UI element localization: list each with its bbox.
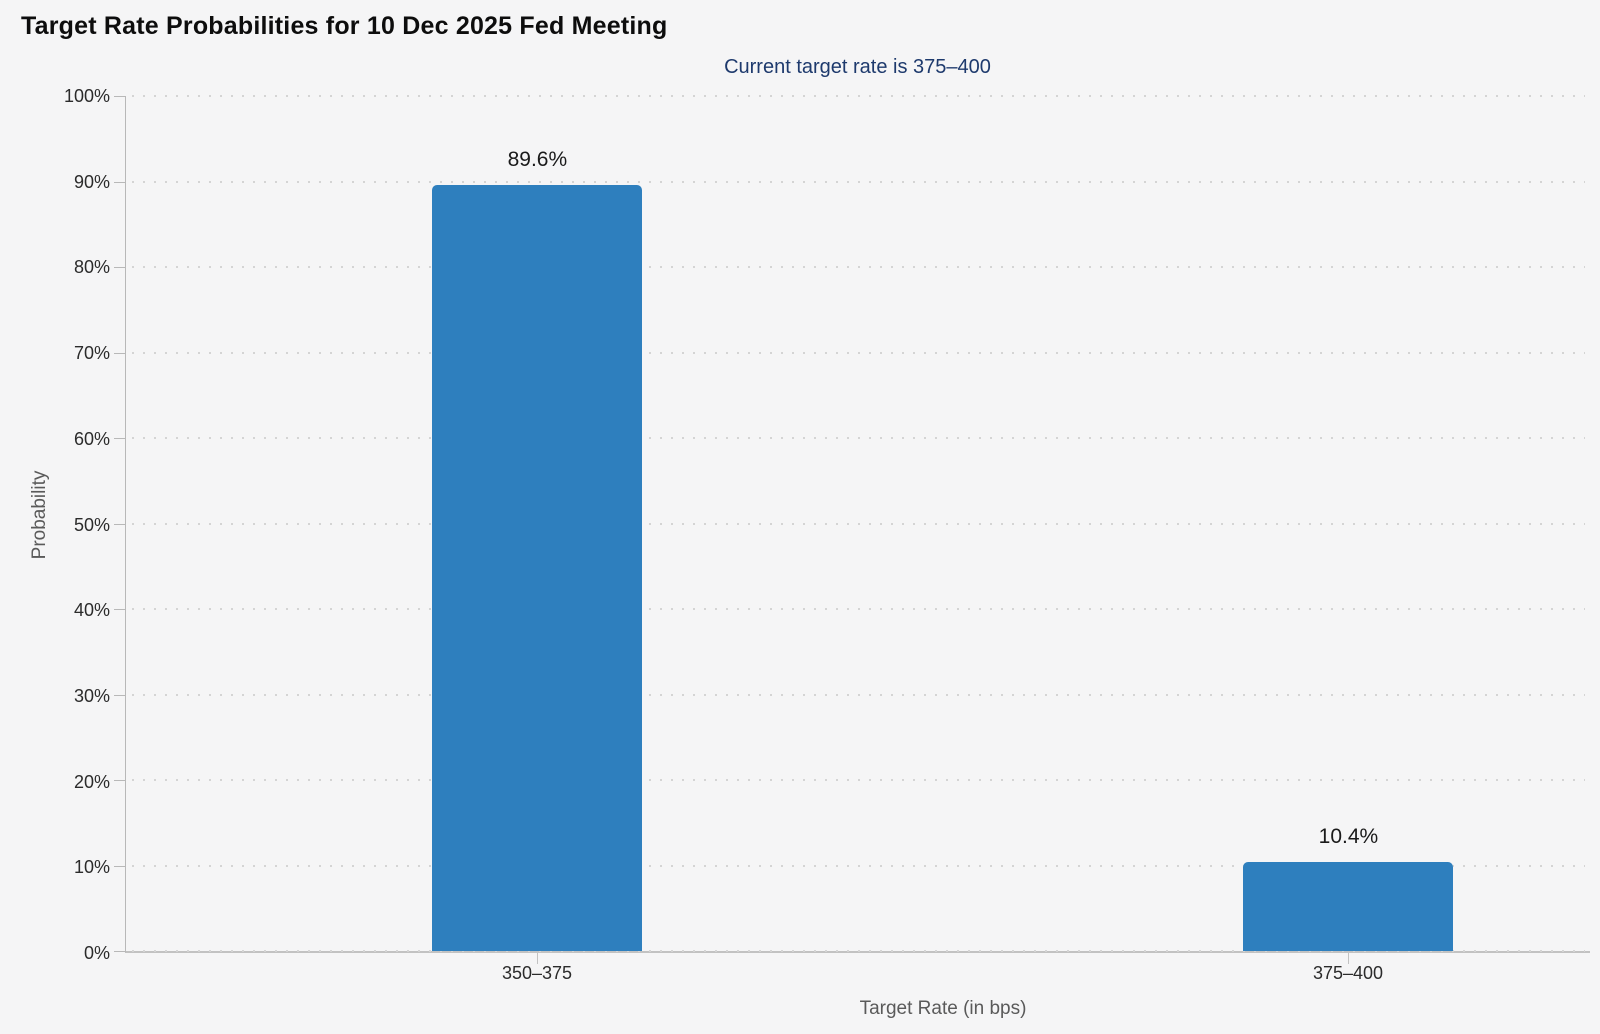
bar-350-375 [432,184,643,951]
y-axis-tick-labels: 0% 10% 20% 30% 40% 50% 60% 70% 80% 90% 100% [0,86,110,963]
bar-group-350-375: 89.6% [432,96,643,951]
y-axis-tick-mark [114,694,126,696]
gridline-10% [132,864,1585,867]
y-axis-tick-mark [114,609,126,610]
gridline-0% [132,950,1585,952]
y-axis-tick-label: 70% [73,343,110,364]
x-axis-title: Target Rate (in bps) [859,998,1027,1019]
gridline-60% [132,437,1585,439]
y-axis-tick-mark [114,865,126,867]
y-axis-tick-mark [114,96,126,97]
x-axis-tick [1348,953,1350,964]
y-axis-tick-label: 100% [63,86,110,106]
bar-value-label: 10.4% [1318,825,1379,849]
y-axis-tick-label: 10% [73,857,110,878]
y-axis-tick-mark [114,438,126,439]
gridline-30% [132,693,1585,696]
x-category-label-350-375: 350–375 [501,963,573,983]
gridline-80% [132,266,1585,268]
y-axis-tick-mark [114,523,126,525]
bar-group-375-400: 10.4% [1243,96,1454,951]
y-axis-tick-mark [114,352,126,354]
y-axis-tick-label: 20% [73,771,110,792]
bar-375-400 [1243,862,1454,951]
gridline-70% [132,351,1585,354]
y-axis-tick-mark [114,267,126,268]
y-axis-tick-label: 80% [73,257,110,278]
y-axis-tick-mark [114,181,126,183]
y-axis-tick-mark [114,780,126,781]
chart-subtitle: Current target rate is 375–400 [724,56,991,78]
x-axis-tick [537,953,539,964]
y-axis-tick-label: 50% [73,514,110,535]
gridline-40% [132,608,1585,610]
bar-value-label: 89.6% [507,147,568,171]
y-axis-tick-label: 90% [73,171,110,192]
chart-title: Target Rate Probabilities for 10 Dec 202… [21,12,668,40]
gridline-100% [132,95,1585,97]
gridline-50% [132,522,1585,525]
y-axis-tick-mark [114,951,126,952]
gridline-90% [132,180,1585,183]
y-axis-tick-label: 60% [73,428,110,449]
x-category-label-375-400: 375–400 [1312,963,1384,983]
y-axis-tick-label: 30% [73,685,110,706]
y-axis-tick-label: 40% [73,600,110,621]
y-axis-tick-label: 0% [83,943,110,963]
gridline-20% [132,779,1585,781]
plot-area: 89.6% 10.4% [114,95,1590,964]
